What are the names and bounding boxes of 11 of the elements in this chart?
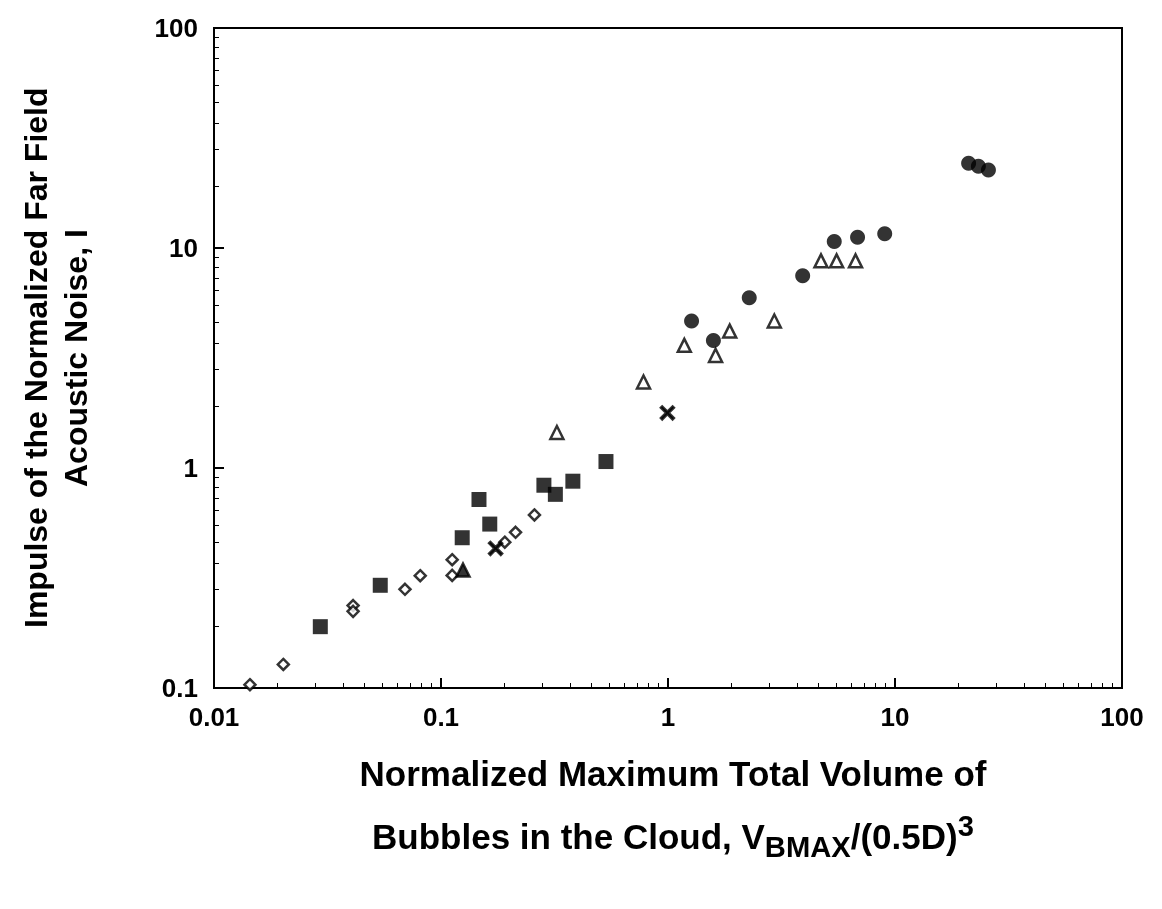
x-tick-label: 1	[660, 702, 676, 732]
x-tick-label: 0.01	[188, 702, 240, 732]
x-tick-label: 0.1	[422, 702, 460, 732]
y-axis-title: Impulse of the Normalized Far Field Acoustic Noise, I	[17, 86, 95, 631]
x-tick-label: 10	[880, 702, 910, 732]
x-tick-label: 100	[1100, 702, 1144, 732]
x-axis-title: Normalized Maximum Total Volume of Bubbles in the Cloud, V$_{BMAX}$/(0.5D)$^{3}$	[358, 753, 988, 865]
y-tick-label: 0.1	[161, 673, 198, 703]
y-tick-label: 100	[154, 13, 198, 43]
y-tick-label: 10	[169, 233, 198, 263]
y-tick-label: 1	[183, 453, 198, 483]
